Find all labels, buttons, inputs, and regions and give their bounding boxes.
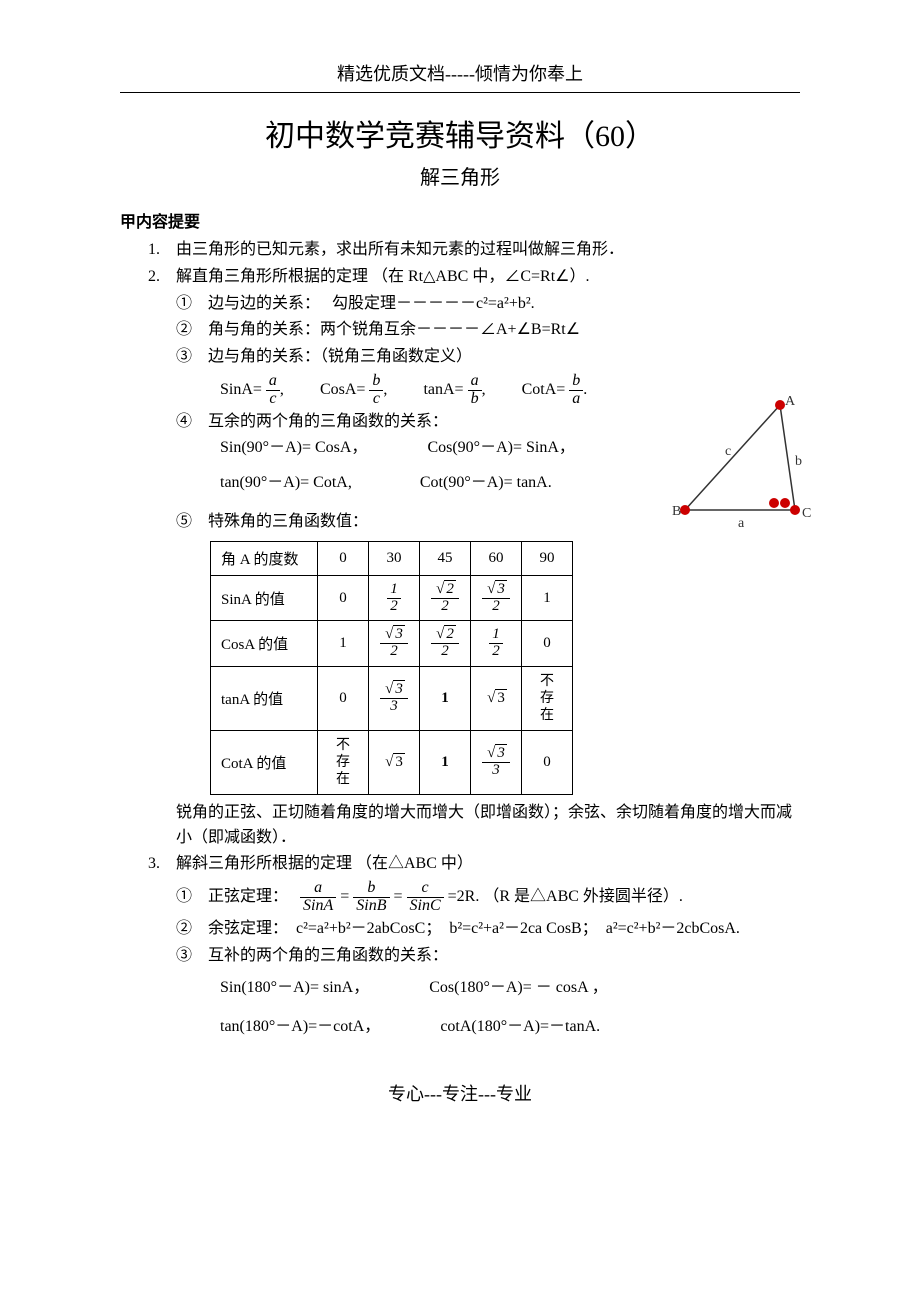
svg-text:a: a <box>738 516 745 531</box>
table-cell: 12 <box>369 575 420 621</box>
table-cell: 12 <box>471 621 522 667</box>
co-cot: Cot(90°－A)= tanA. <box>420 474 552 491</box>
cot-label: CotA= <box>522 381 566 398</box>
frac-b: b <box>369 373 383 391</box>
para-3-3cd: tan(180°－A)=－cotA， cotA(180°－A)=－tanA. <box>120 1015 800 1040</box>
supp-sin: Sin(180°－A)= sinA， <box>220 979 361 996</box>
table-cell: 0 <box>522 621 573 667</box>
para-after-table: 锐角的正弦、正切随着角度的增大而增大（即增函数）；余弦、余切随着角度的增大而减小… <box>120 801 800 851</box>
cos-label: CosA= <box>320 381 365 398</box>
frac-a2: a <box>468 373 482 391</box>
table-header-cell: 30 <box>369 541 420 575</box>
table-cell: 1 <box>420 666 471 730</box>
svg-text:B: B <box>672 504 681 519</box>
svg-text:A: A <box>785 395 796 409</box>
table-header-cell: 90 <box>522 541 573 575</box>
table-cell: 1 <box>522 575 573 621</box>
supp-tan: tan(180°－A)=－cotA， <box>220 1018 372 1035</box>
table-cell: 0 <box>318 666 369 730</box>
para-2-2: ② 角与角的关系：两个锐角互余－－－－∠A+∠B=Rt∠ <box>120 318 800 343</box>
table-cell: 3 <box>471 666 522 730</box>
svg-text:c: c <box>725 444 731 459</box>
svg-text:b: b <box>795 454 802 469</box>
frac-b3: b <box>569 373 583 391</box>
section-heading: 甲内容提要 <box>120 208 800 232</box>
table-header-cell: 角 A 的度数 <box>211 541 318 575</box>
table-row-label: tanA 的值 <box>211 666 318 730</box>
table-cell: 32 <box>471 575 522 621</box>
co-cos: Cos(90°－A)= SinA， <box>427 439 574 456</box>
doc-subtitle: 解三角形 <box>120 161 800 190</box>
table-cell: 1 <box>420 730 471 794</box>
table-cell: 0 <box>522 730 573 794</box>
table-header-cell: 45 <box>420 541 471 575</box>
table-row-label: CosA 的值 <box>211 621 318 667</box>
co-sin: Sin(90°－A)= CosA， <box>220 439 359 456</box>
sine-law-label: ① 正弦定理： <box>176 888 280 905</box>
page-header: 精选优质文档-----倾情为你奉上 <box>120 60 800 86</box>
para-2-3: ③ 边与角的关系：（锐角三角函数定义） <box>120 345 800 370</box>
table-header-cell: 0 <box>318 541 369 575</box>
co-tan: tan(90°－A)= CotA, <box>220 474 352 491</box>
para-3-2: ② 余弦定理： c²=a²+b²－2abCosC； b²=c²+a²－2ca C… <box>120 917 800 942</box>
svg-text:C: C <box>802 506 811 521</box>
table-row-label: CotA 的值 <box>211 730 318 794</box>
sine-law-tail: =2R. （R 是△ABC 外接圆半径）. <box>448 888 683 905</box>
sinA: SinA <box>300 898 336 915</box>
frac-b2: b <box>468 391 482 408</box>
supp-cos: Cos(180°－A)= － cosA ， <box>429 979 608 996</box>
supp-cot: cotA(180°－A)=－tanA. <box>440 1018 600 1035</box>
table-header-cell: 60 <box>471 541 522 575</box>
doc-title: 初中数学竞赛辅导资料（60） <box>120 111 800 155</box>
table-cell: 33 <box>471 730 522 794</box>
table-cell: 22 <box>420 621 471 667</box>
table-cell: 0 <box>318 575 369 621</box>
para-2: 2. 解直角三角形所根据的定理 （在 Rt△ABC 中，∠C=Rt∠）. <box>120 265 800 290</box>
table-cell: 不存在 <box>522 666 573 730</box>
table-cell: 1 <box>318 621 369 667</box>
triangle-figure: A B C c b a <box>670 395 820 535</box>
sinC: SinC <box>407 898 444 915</box>
frac-a: a <box>266 373 280 391</box>
table-cell: 22 <box>420 575 471 621</box>
para-3-1: ① 正弦定理： aSinA = bSinB = cSinC =2R. （R 是△… <box>120 879 800 915</box>
table-cell: 33 <box>369 666 420 730</box>
table-cell: 不存在 <box>318 730 369 794</box>
para-3: 3. 解斜三角形所根据的定理 （在△ABC 中） <box>120 852 800 877</box>
sinB: SinB <box>353 898 389 915</box>
frac-c2: c <box>369 391 383 408</box>
para-3-3ab: Sin(180°－A)= sinA， Cos(180°－A)= － cosA ， <box>120 976 800 1001</box>
trig-value-table: 角 A 的度数030456090 SinA 的值01222321CosA 的值1… <box>210 541 573 795</box>
table-cell: 32 <box>369 621 420 667</box>
frac-a3: a <box>569 391 583 408</box>
tan-label: tanA= <box>423 381 463 398</box>
table-cell: 3 <box>369 730 420 794</box>
sin-label: SinA= <box>220 381 262 398</box>
frac-c: c <box>266 391 280 408</box>
para-2-1: ① 边与边的关系： 勾股定理－－－－－c²=a²+b². <box>120 292 800 317</box>
para-1: 1. 由三角形的已知元素，求出所有未知元素的过程叫做解三角形． <box>120 238 800 263</box>
para-3-3: ③ 互补的两个角的三角函数的关系： <box>120 944 800 969</box>
page-footer: 专心---专注---专业 <box>120 1080 800 1106</box>
table-row-label: SinA 的值 <box>211 575 318 621</box>
header-rule <box>120 92 800 93</box>
